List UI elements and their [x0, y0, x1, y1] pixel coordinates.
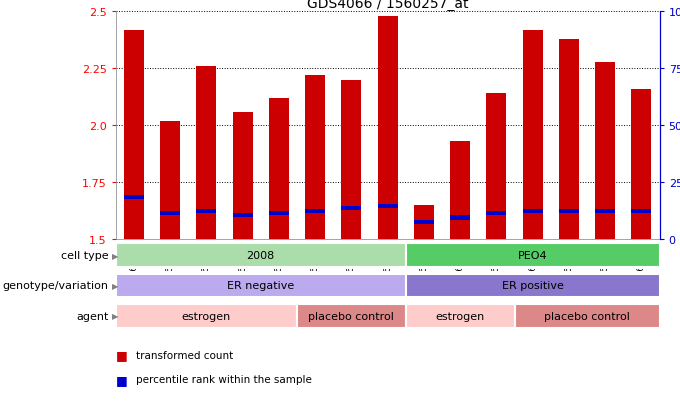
Bar — [450, 142, 470, 240]
Bar — [341, 207, 361, 211]
Bar — [124, 31, 143, 240]
Bar — [406, 274, 660, 298]
Text: placebo control: placebo control — [309, 311, 394, 321]
Bar — [377, 204, 398, 209]
Text: cell type: cell type — [61, 251, 109, 261]
Text: ■: ■ — [116, 373, 127, 386]
Bar — [486, 211, 507, 216]
Text: 2008: 2008 — [247, 251, 275, 261]
Text: ER positive: ER positive — [502, 281, 564, 291]
Bar — [595, 209, 615, 213]
Bar — [414, 221, 434, 225]
Text: estrogen: estrogen — [435, 311, 485, 321]
Bar — [269, 211, 289, 216]
Bar — [124, 195, 143, 199]
Title: GDS4066 / 1560257_at: GDS4066 / 1560257_at — [307, 0, 469, 12]
Text: ■: ■ — [116, 348, 127, 361]
Bar — [406, 304, 515, 328]
Bar — [297, 304, 406, 328]
Text: ▶: ▶ — [112, 251, 119, 260]
Bar — [116, 244, 406, 268]
Text: agent: agent — [76, 311, 109, 321]
Bar — [559, 40, 579, 240]
Text: placebo control: placebo control — [544, 311, 630, 321]
Text: ▶: ▶ — [112, 281, 119, 290]
Bar — [450, 216, 470, 220]
Bar — [406, 244, 660, 268]
Bar — [160, 211, 180, 216]
Bar — [197, 209, 216, 213]
Bar — [632, 209, 651, 213]
Bar — [233, 112, 252, 240]
Bar — [523, 31, 543, 240]
Bar — [486, 94, 507, 240]
Bar — [559, 209, 579, 213]
Bar — [233, 214, 252, 218]
Bar — [414, 206, 434, 240]
Bar — [632, 90, 651, 240]
Bar — [305, 209, 325, 213]
Text: ▶: ▶ — [112, 311, 119, 320]
Bar — [197, 67, 216, 240]
Bar — [523, 209, 543, 213]
Text: transformed count: transformed count — [136, 350, 233, 360]
Text: genotype/variation: genotype/variation — [3, 281, 109, 291]
Bar — [377, 17, 398, 240]
Bar — [116, 274, 406, 298]
Bar — [341, 81, 361, 240]
Text: ER negative: ER negative — [227, 281, 294, 291]
Text: estrogen: estrogen — [182, 311, 231, 321]
Bar — [116, 304, 297, 328]
Bar — [305, 76, 325, 240]
Text: percentile rank within the sample: percentile rank within the sample — [136, 375, 312, 385]
Bar — [269, 99, 289, 240]
Text: PEO4: PEO4 — [518, 251, 547, 261]
Bar — [595, 62, 615, 240]
Bar — [160, 121, 180, 240]
Bar — [515, 304, 660, 328]
